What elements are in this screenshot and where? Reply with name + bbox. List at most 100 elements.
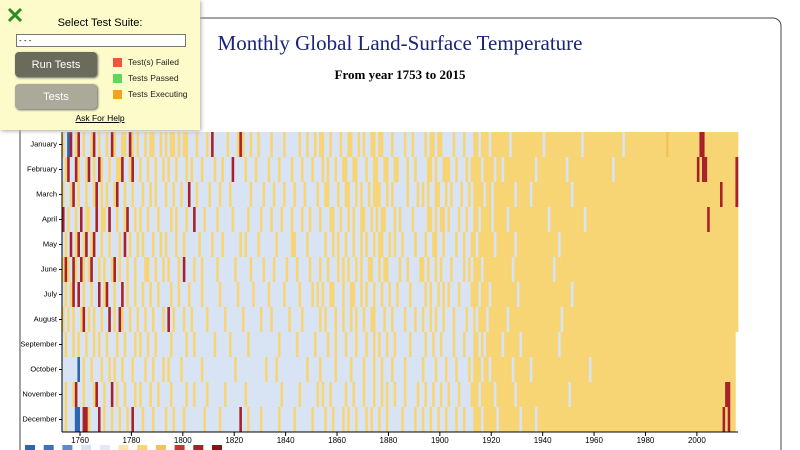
heat-cell: [128, 282, 132, 307]
heat-cell: [239, 157, 243, 182]
heat-cell: [714, 357, 718, 382]
heat-cell: [673, 157, 677, 182]
heat-cell: [612, 157, 615, 182]
heat-cell: [720, 307, 723, 332]
heat-cell: [226, 132, 230, 157]
heat-cell: [331, 257, 335, 282]
heat-cell: [560, 307, 564, 332]
heat-cell: [74, 307, 78, 332]
heat-cell: [648, 232, 651, 257]
heat-cell: [401, 257, 405, 282]
heat-cell: [493, 407, 497, 432]
heat-cell: [154, 332, 158, 357]
heat-cell: [648, 407, 651, 432]
heat-cell: [193, 382, 196, 407]
heat-cell: [714, 232, 718, 257]
heat-cell: [617, 232, 621, 257]
heat-cell: [367, 207, 371, 232]
heat-cell: [735, 157, 739, 182]
heat-cell: [159, 307, 163, 332]
heat-cell: [172, 232, 176, 257]
heat-cell: [666, 257, 669, 282]
heat-cell: [501, 132, 505, 157]
heat-cell: [519, 382, 523, 407]
heat-cell: [617, 157, 621, 182]
help-link[interactable]: Ask For Help: [75, 113, 125, 123]
heat-cell: [673, 332, 677, 357]
heat-cell: [419, 182, 423, 207]
heat-cell: [522, 332, 525, 357]
heat-cell: [645, 357, 649, 382]
heat-cell: [383, 132, 387, 157]
heat-cell: [514, 232, 518, 257]
heat-cell: [388, 382, 392, 407]
heat-cell: [223, 232, 227, 257]
x-tick-label: 1820: [225, 436, 243, 445]
heat-cell: [270, 332, 274, 357]
heat-cell: [182, 257, 186, 282]
heat-cell: [339, 407, 343, 432]
heat-cell: [534, 232, 538, 257]
heat-cell: [72, 132, 76, 157]
heat-cell: [301, 382, 304, 407]
close-icon[interactable]: [7, 7, 23, 23]
heat-cell: [455, 257, 459, 282]
heat-cell: [69, 307, 73, 332]
heat-cell: [398, 207, 402, 232]
heat-cell: [514, 357, 518, 382]
heat-cell: [540, 382, 543, 407]
heat-cell: [105, 207, 109, 232]
heat-cell: [416, 382, 420, 407]
heat-cell: [370, 357, 374, 382]
heat-cell: [169, 232, 173, 257]
heat-cell: [375, 232, 379, 257]
heat-cell: [612, 132, 615, 157]
heat-cell: [223, 157, 227, 182]
heat-cell: [355, 282, 358, 307]
heat-cell: [473, 182, 477, 207]
heat-cell: [97, 232, 101, 257]
heat-cell: [727, 407, 731, 432]
heat-cell: [560, 332, 564, 357]
heat-cell: [95, 157, 99, 182]
heat-cell: [95, 132, 99, 157]
heat-cell: [522, 182, 525, 207]
heat-cell: [313, 182, 317, 207]
heat-cell: [401, 282, 405, 307]
suite-select[interactable]: - - -: [16, 34, 186, 47]
run-tests-button[interactable]: Run Tests: [15, 52, 97, 77]
heat-cell: [95, 182, 99, 207]
heat-cell: [301, 332, 304, 357]
heat-cell: [339, 132, 343, 157]
heat-cell: [301, 257, 304, 282]
heat-cell: [493, 282, 497, 307]
heat-cell: [684, 182, 687, 207]
heat-cell: [565, 232, 569, 257]
heat-cell: [442, 357, 446, 382]
heat-cell: [169, 157, 173, 182]
heat-cell: [72, 407, 76, 432]
tests-button[interactable]: Tests: [15, 84, 97, 109]
heat-cell: [506, 282, 510, 307]
heat-cell: [576, 132, 579, 157]
heat-cell: [439, 332, 443, 357]
heat-cell: [720, 382, 723, 407]
heat-cell: [62, 257, 65, 282]
heat-cell: [691, 332, 695, 357]
y-tick-label: July: [44, 289, 58, 298]
heat-cell: [730, 207, 734, 232]
heat-cell: [306, 282, 310, 307]
heat-cell: [655, 207, 659, 232]
heat-cell: [69, 132, 73, 157]
heat-cell: [694, 357, 698, 382]
heat-cell: [344, 257, 348, 282]
heat-cell: [69, 157, 73, 182]
heat-cell: [614, 407, 618, 432]
heat-cell: [424, 332, 428, 357]
test-legend-label: Tests Passed: [128, 73, 179, 83]
heat-cell: [537, 407, 541, 432]
heat-cell: [339, 157, 343, 182]
heat-cell: [704, 157, 708, 182]
heat-cell: [254, 207, 258, 232]
y-tick-label: February: [27, 164, 57, 173]
